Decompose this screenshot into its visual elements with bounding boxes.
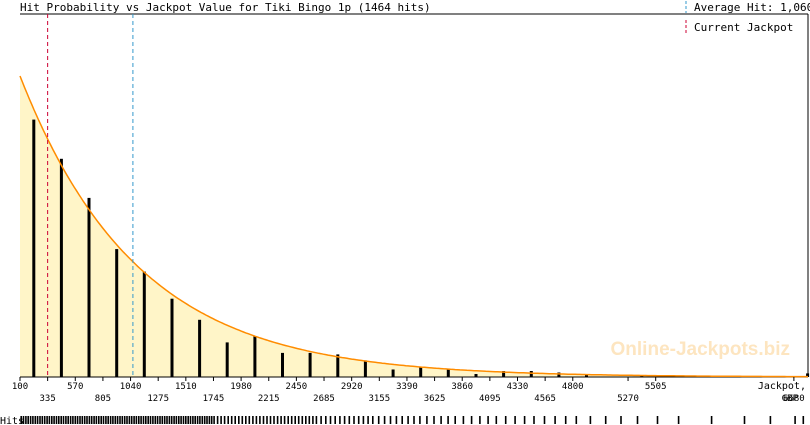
bar (529, 371, 533, 377)
legend-current-jackpot-label: Current Jackpot (694, 21, 793, 34)
watermark: Online-Jackpots.biz (611, 339, 790, 360)
x-tick-label: 3390 (396, 382, 418, 392)
chart-title: Hit Probability vs Jackpot Value for Tik… (20, 1, 431, 14)
x-tick-label: 570 (67, 382, 83, 392)
x-tick-label: 2685 (313, 394, 335, 404)
x-tick-label: 3155 (368, 394, 390, 404)
x-tick-label: 805 (95, 394, 111, 404)
x-tick-label: 4095 (479, 394, 501, 404)
bar (59, 158, 63, 377)
x-tick-label: 4330 (507, 382, 529, 392)
x-tick-label: 335 (40, 394, 56, 404)
hits-rug-group (20, 416, 805, 424)
x-axis-title-line1: Jackpot, (758, 381, 806, 392)
x-tick-label: 4800 (562, 382, 584, 392)
x-ticks-group: 100 570 1040 1510 1980 2450 2920 3390 3860 4330 48… (12, 377, 805, 404)
hits-label: Hits (0, 416, 24, 425)
x-tick-label: 5505 (645, 382, 667, 392)
probability-area (20, 76, 808, 377)
x-tick-label: 2215 (258, 394, 280, 404)
bar (446, 369, 450, 377)
bar (253, 336, 257, 377)
bar (142, 271, 146, 377)
bar (225, 342, 229, 377)
x-axis-title-line2: GBP (782, 394, 799, 404)
x-tick-label: 1745 (203, 394, 225, 404)
x-tick-label: 5270 (617, 394, 639, 404)
bar (419, 366, 423, 377)
x-tick-label: 3860 (451, 382, 473, 392)
bar (557, 372, 561, 377)
bar (474, 374, 478, 377)
x-tick-label: 1980 (230, 382, 252, 392)
x-tick-label: 6680 (783, 394, 805, 404)
bar (32, 119, 36, 377)
bar (806, 373, 810, 377)
bar (87, 197, 91, 377)
legend-average-hit-label: Average Hit: 1,060 (694, 1, 810, 14)
x-tick-label: 2920 (341, 382, 363, 392)
bar (281, 352, 284, 377)
bar (198, 319, 202, 377)
x-tick-label: 1040 (120, 382, 142, 392)
x-tick-label: 1275 (147, 394, 169, 404)
bar (336, 354, 340, 377)
bar (170, 298, 174, 377)
bar (391, 369, 395, 377)
x-tick-label: 4565 (534, 394, 556, 404)
x-tick-label: 100 (12, 382, 28, 392)
bar (308, 352, 312, 377)
probability-curve (19, 75, 808, 378)
bar (502, 371, 506, 377)
bars-group (32, 119, 810, 377)
x-tick-label: 1510 (175, 382, 197, 392)
x-tick-label: 3625 (424, 394, 446, 404)
bar (115, 249, 119, 377)
bar (585, 374, 588, 377)
bar (363, 360, 367, 377)
x-tick-label: 2450 (286, 382, 308, 392)
